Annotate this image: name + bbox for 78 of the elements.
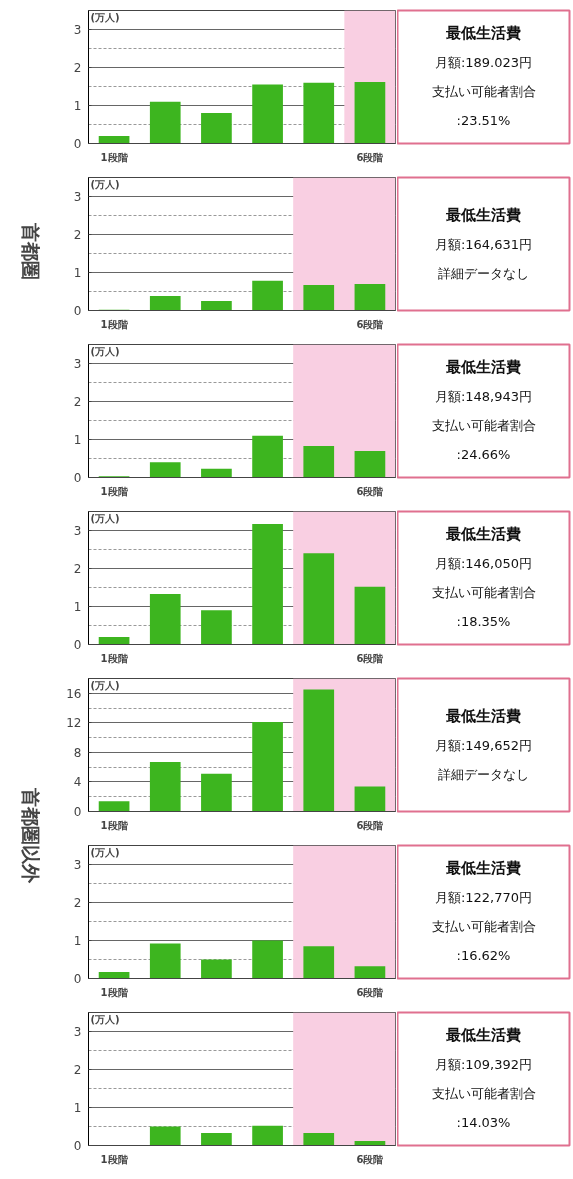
y-tick-label: 3 (73, 190, 82, 204)
text: 最低生活費 (445, 205, 521, 224)
text: :23.51% (456, 113, 511, 129)
y-tick-label: 3 (73, 357, 82, 371)
y-tick-label: 1 (73, 934, 82, 948)
x-tick-label: 6段階 (356, 652, 385, 664)
y-tick-label: 1 (73, 266, 82, 280)
y-tick-label: 3 (73, 524, 82, 538)
text: 最低生活費 (445, 24, 521, 43)
y-axis-title: (万人) (90, 679, 120, 691)
y-axis-title: (万人) (90, 345, 120, 357)
y-tick-label: 1 (73, 600, 82, 614)
x-tick-label: 1段階 (100, 151, 129, 163)
y-tick-label: 12 (66, 716, 82, 731)
text: 最低生活費 (445, 358, 521, 377)
y-tick-label: 2 (73, 61, 82, 75)
y-tick-label: 1 (73, 1101, 82, 1115)
y-tick-label: 1 (73, 99, 82, 113)
x-tick-label: 6段階 (356, 151, 385, 163)
text: 支払い可能者割合 (431, 84, 536, 100)
y-tick-label: 0 (73, 638, 82, 652)
text: 月額:164,631円 (434, 236, 533, 252)
y-tick-label: 2 (73, 562, 82, 576)
text: 最低生活費 (445, 706, 521, 725)
text: 支払い可能者割合 (431, 585, 536, 601)
x-tick-label: 6段階 (356, 819, 385, 831)
y-axis-title: (万人) (90, 178, 120, 190)
text: 最低生活費 (445, 859, 521, 878)
y-tick-label: 16 (66, 686, 82, 701)
text: 最低生活費 (445, 525, 521, 544)
text: :14.03% (456, 1115, 511, 1131)
y-tick-label: 2 (73, 896, 82, 910)
text: 支払い可能者割合 (431, 418, 536, 434)
y-axis-title: (万人) (90, 1013, 120, 1025)
y-tick-label: 1 (73, 433, 82, 447)
text: 月額:122,770円 (434, 889, 533, 905)
text: 月額:109,392円 (434, 1056, 533, 1072)
x-tick-label: 1段階 (100, 1153, 129, 1165)
y-tick-label: 8 (73, 745, 82, 760)
x-tick-label: 6段階 (356, 986, 385, 998)
x-tick-label: 1段階 (100, 652, 129, 664)
text: :18.35% (456, 614, 511, 630)
text: 最低生活費 (445, 1026, 521, 1045)
y-tick-label: 2 (73, 1063, 82, 1077)
y-tick-label: 0 (73, 137, 82, 151)
x-tick-label: 1段階 (100, 485, 129, 497)
x-tick-label: 6段階 (356, 318, 385, 330)
y-tick-label: 3 (73, 23, 82, 37)
y-tick-label: 4 (73, 775, 82, 790)
y-axis-title: (万人) (90, 846, 120, 858)
y-tick-label: 0 (73, 1139, 82, 1153)
y-tick-label: 0 (73, 972, 82, 986)
x-tick-label: 1段階 (100, 318, 129, 330)
y-axis-title: (万人) (90, 11, 120, 23)
x-tick-label: 6段階 (356, 485, 385, 497)
y-tick-label: 0 (73, 304, 82, 318)
text: 支払い可能者割合 (431, 1086, 536, 1102)
y-tick-label: 0 (73, 805, 82, 819)
text: 詳細データなし (438, 766, 529, 782)
x-tick-label: 6段階 (356, 1153, 385, 1165)
y-axis-title: (万人) (90, 512, 120, 524)
text: 月額:189.023円 (434, 54, 533, 70)
text: 首都圏 (19, 221, 42, 280)
x-tick-label: 1段階 (100, 986, 129, 998)
text: 支払い可能者割合 (431, 919, 536, 935)
y-tick-label: 3 (73, 1025, 82, 1039)
text: 詳細データなし (438, 265, 529, 281)
text: 月額:148,943円 (434, 388, 533, 404)
text: 首都圏以外 (19, 787, 42, 884)
x-tick-label: 1段階 (100, 819, 129, 831)
text: 月額:146,050円 (434, 555, 533, 571)
text: 月額:149,652円 (434, 737, 533, 753)
text: :24.66% (456, 447, 511, 463)
y-tick-label: 3 (73, 858, 82, 872)
text: :16.62% (456, 948, 511, 964)
y-tick-label: 0 (73, 471, 82, 485)
y-tick-label: 2 (73, 228, 82, 242)
y-tick-label: 2 (73, 395, 82, 409)
